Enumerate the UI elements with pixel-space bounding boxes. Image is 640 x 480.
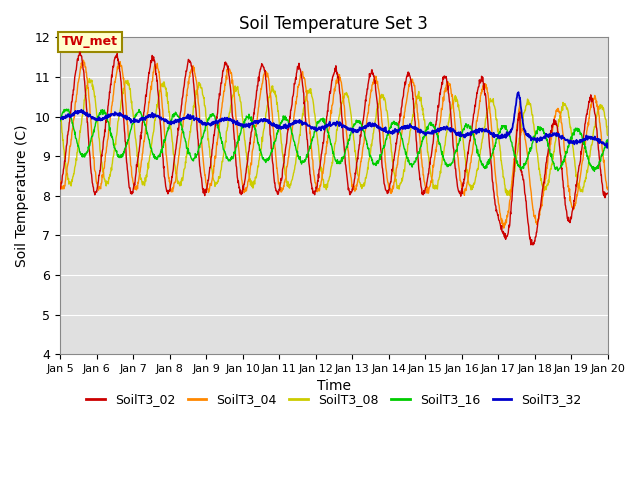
SoilT3_02	[76, 49, 84, 55]
Line: SoilT3_04: SoilT3_04	[60, 60, 607, 228]
SoilT3_32	[310, 125, 317, 131]
SoilT3_04	[289, 120, 296, 126]
Y-axis label: Soil Temperature (C): Soil Temperature (C)	[15, 124, 29, 267]
Text: TW_met: TW_met	[62, 35, 118, 48]
SoilT3_04	[368, 82, 376, 88]
SoilT3_02	[529, 242, 537, 248]
Legend: SoilT3_02, SoilT3_04, SoilT3_08, SoilT3_16, SoilT3_32: SoilT3_02, SoilT3_04, SoilT3_08, SoilT3_…	[81, 388, 587, 411]
SoilT3_32	[121, 115, 129, 121]
SoilT3_04	[56, 178, 64, 184]
SoilT3_02	[300, 101, 308, 107]
SoilT3_16	[604, 138, 611, 144]
SoilT3_08	[300, 104, 308, 110]
SoilT3_02	[368, 67, 376, 72]
SoilT3_16	[289, 132, 296, 138]
SoilT3_16	[56, 118, 64, 124]
SoilT3_08	[289, 174, 296, 180]
SoilT3_32	[300, 120, 308, 126]
SoilT3_04	[300, 75, 308, 81]
Line: SoilT3_08: SoilT3_08	[60, 78, 607, 195]
Line: SoilT3_16: SoilT3_16	[60, 109, 607, 171]
SoilT3_08	[310, 107, 318, 112]
SoilT3_04	[500, 225, 508, 231]
SoilT3_08	[122, 79, 129, 85]
SoilT3_04	[604, 187, 611, 192]
SoilT3_02	[99, 146, 107, 152]
X-axis label: Time: Time	[317, 379, 351, 394]
SoilT3_16	[99, 111, 107, 117]
Line: SoilT3_32: SoilT3_32	[60, 92, 607, 148]
SoilT3_16	[300, 159, 308, 165]
SoilT3_16	[591, 168, 598, 174]
SoilT3_32	[515, 89, 522, 95]
SoilT3_02	[289, 94, 296, 99]
SoilT3_32	[604, 145, 611, 151]
SoilT3_32	[289, 120, 296, 126]
SoilT3_08	[368, 139, 376, 145]
SoilT3_16	[122, 145, 129, 151]
SoilT3_02	[310, 191, 318, 196]
SoilT3_16	[368, 158, 376, 164]
SoilT3_08	[99, 169, 107, 175]
Title: Soil Temperature Set 3: Soil Temperature Set 3	[239, 15, 428, 33]
SoilT3_32	[56, 116, 64, 121]
SoilT3_04	[122, 91, 129, 97]
SoilT3_02	[604, 191, 611, 196]
SoilT3_16	[63, 106, 70, 112]
SoilT3_08	[86, 75, 93, 81]
SoilT3_02	[56, 186, 64, 192]
SoilT3_32	[368, 124, 376, 130]
SoilT3_04	[99, 174, 107, 180]
SoilT3_08	[604, 132, 611, 138]
SoilT3_32	[604, 143, 611, 148]
Line: SoilT3_02: SoilT3_02	[60, 52, 607, 245]
SoilT3_16	[310, 132, 318, 137]
SoilT3_02	[122, 139, 129, 144]
SoilT3_08	[56, 112, 64, 118]
SoilT3_04	[79, 57, 87, 63]
SoilT3_08	[506, 192, 513, 198]
SoilT3_32	[99, 115, 106, 121]
SoilT3_04	[310, 172, 318, 178]
